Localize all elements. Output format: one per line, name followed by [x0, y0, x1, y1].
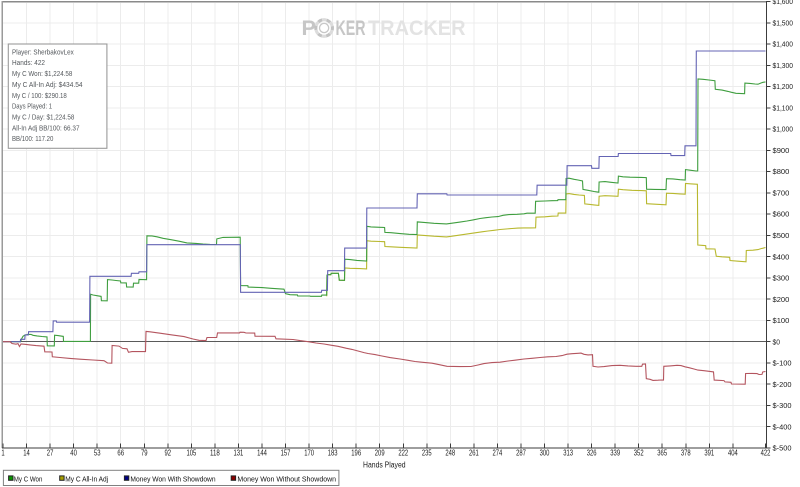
svg-text:$500: $500: [773, 231, 790, 240]
svg-text:352: 352: [634, 448, 644, 457]
svg-text:My C All-In Adj: My C All-In Adj: [65, 476, 108, 483]
svg-text:$400: $400: [773, 252, 790, 261]
svg-text:131: 131: [234, 448, 244, 457]
svg-text:My C / 100: $290.18: My C / 100: $290.18: [12, 93, 67, 100]
svg-text:$-500: $-500: [773, 444, 792, 453]
svg-text:92: 92: [165, 448, 172, 457]
svg-text:66: 66: [117, 448, 124, 457]
svg-text:105: 105: [187, 448, 197, 457]
svg-text:287: 287: [516, 448, 526, 457]
svg-text:196: 196: [351, 448, 361, 457]
svg-text:404: 404: [728, 448, 738, 457]
svg-text:Money Won With Showdown: Money Won With Showdown: [130, 476, 215, 483]
svg-text:326: 326: [587, 448, 597, 457]
svg-text:365: 365: [657, 448, 667, 457]
svg-text:$1,300: $1,300: [773, 61, 794, 70]
svg-text:170: 170: [304, 448, 314, 457]
svg-text:Hands Played: Hands Played: [363, 461, 406, 470]
svg-text:Days Played: 1: Days Played: 1: [12, 104, 52, 111]
svg-text:Hands: 422: Hands: 422: [12, 60, 45, 67]
svg-text:KER: KER: [336, 16, 366, 40]
svg-text:422: 422: [761, 448, 771, 457]
svg-text:$1,100: $1,100: [773, 103, 794, 112]
svg-text:Money Won Without Showdown: Money Won Without Showdown: [237, 476, 336, 483]
svg-text:$900: $900: [773, 146, 790, 155]
svg-text:183: 183: [328, 448, 338, 457]
svg-text:$100: $100: [773, 316, 790, 325]
svg-text:53: 53: [94, 448, 101, 457]
svg-text:1: 1: [1, 448, 5, 457]
svg-text:300: 300: [540, 448, 550, 457]
svg-text:$1,000: $1,000: [773, 125, 794, 134]
svg-text:$-100: $-100: [773, 359, 792, 368]
svg-text:313: 313: [563, 448, 573, 457]
svg-text:Player: SherbakovLex: Player: SherbakovLex: [12, 49, 74, 56]
svg-text:My C Won: $1,224.58: My C Won: $1,224.58: [12, 71, 72, 78]
svg-text:$600: $600: [773, 210, 790, 219]
svg-text:$200: $200: [773, 295, 790, 304]
svg-text:$-200: $-200: [773, 380, 792, 389]
svg-text:$1,600: $1,600: [773, 0, 794, 6]
svg-text:$1,400: $1,400: [773, 40, 794, 49]
svg-text:$-400: $-400: [773, 422, 792, 431]
svg-text:339: 339: [610, 448, 620, 457]
svg-text:14: 14: [23, 448, 30, 457]
svg-text:My C Won: My C Won: [14, 476, 43, 483]
svg-text:209: 209: [375, 448, 385, 457]
svg-text:$1,200: $1,200: [773, 82, 794, 91]
svg-text:118: 118: [210, 448, 220, 457]
svg-text:40: 40: [70, 448, 77, 457]
svg-text:$0: $0: [773, 337, 781, 346]
svg-text:BB/100: 117.20: BB/100: 117.20: [12, 136, 53, 143]
svg-text:248: 248: [445, 448, 455, 457]
svg-text:My C / Day: $1,224.58: My C / Day: $1,224.58: [12, 115, 74, 122]
svg-text:378: 378: [681, 448, 691, 457]
svg-text:27: 27: [47, 448, 54, 457]
svg-text:235: 235: [422, 448, 432, 457]
svg-text:My C All-In Adj: $434.54: My C All-In Adj: $434.54: [12, 82, 83, 89]
svg-text:$1,500: $1,500: [773, 18, 794, 27]
svg-text:All-In Adj BB/100: 66.37: All-In Adj BB/100: 66.37: [12, 125, 80, 132]
svg-text:144: 144: [257, 448, 267, 457]
svg-text:222: 222: [398, 448, 408, 457]
svg-text:79: 79: [141, 448, 148, 457]
svg-text:$700: $700: [773, 189, 790, 198]
svg-text:$-300: $-300: [773, 401, 792, 410]
svg-text:$800: $800: [773, 167, 790, 176]
svg-text:261: 261: [469, 448, 479, 457]
svg-text:$300: $300: [773, 274, 790, 283]
svg-text:P: P: [302, 16, 316, 40]
svg-text:274: 274: [493, 448, 503, 457]
svg-text:157: 157: [281, 448, 291, 457]
svg-text:TRACKER: TRACKER: [368, 16, 466, 40]
svg-text:391: 391: [704, 448, 714, 457]
